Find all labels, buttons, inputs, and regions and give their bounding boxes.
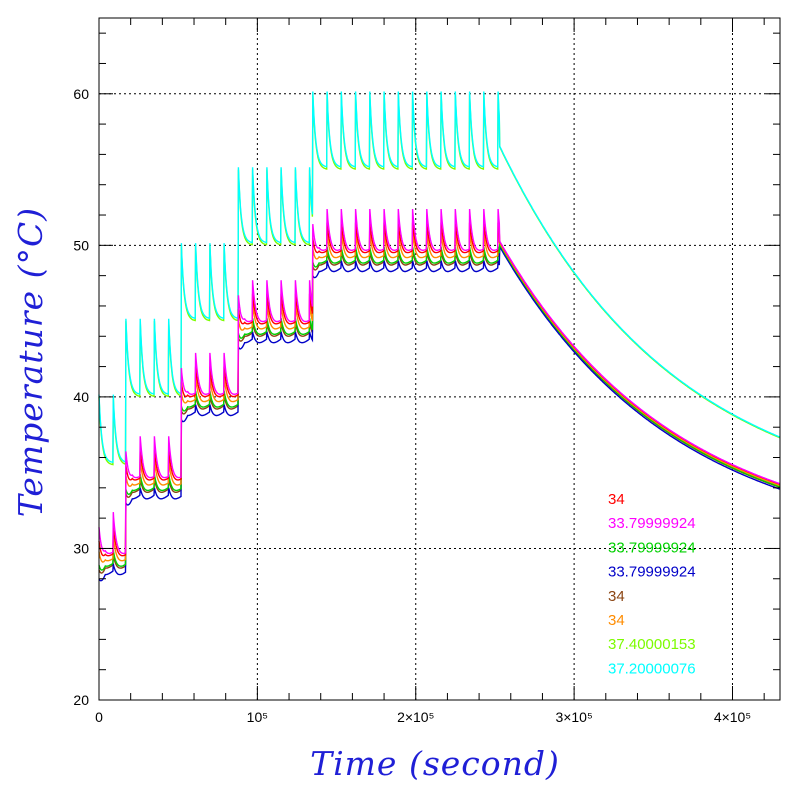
y-tick-label: 40 bbox=[73, 389, 89, 405]
legend-entry: 33.79999924 bbox=[608, 539, 696, 556]
series-line bbox=[98, 244, 781, 582]
series-line bbox=[98, 233, 781, 563]
y-tick-label: 20 bbox=[73, 692, 89, 708]
x-tick-label: 0 bbox=[95, 709, 103, 725]
legend-entry: 34 bbox=[608, 612, 625, 629]
tick-labels: 0 10⁵ 2×10⁵ 3×10⁵ 4×10⁵ 20 30 40 50 60 bbox=[73, 86, 751, 725]
plot-frame bbox=[98, 17, 781, 701]
y-tick-label: 30 bbox=[73, 540, 89, 556]
legend-entry: 33.79999924 bbox=[608, 564, 696, 581]
x-tick-label: 2×10⁵ bbox=[397, 709, 434, 725]
x-axis-title: Time (second) bbox=[310, 744, 560, 783]
legend-entry: 37.40000153 bbox=[608, 636, 696, 653]
y-axis-title: Temperature (°C) bbox=[11, 207, 50, 517]
x-tick-label: 3×10⁵ bbox=[555, 709, 592, 725]
y-tick-label: 50 bbox=[73, 237, 89, 253]
legend: 34 33.79999924 33.79999924 33.79999924 34 34 3… bbox=[608, 491, 696, 677]
series-line bbox=[98, 241, 781, 571]
legend-entry: 34 bbox=[608, 491, 625, 508]
x-tick-label: 4×10⁵ bbox=[714, 709, 751, 725]
grid-lines bbox=[99, 18, 780, 700]
legend-entry: 33.79999924 bbox=[608, 515, 696, 532]
axis-ticks bbox=[98, 18, 780, 701]
legend-entry: 37.20000076 bbox=[608, 660, 696, 677]
series-line bbox=[98, 208, 781, 555]
legend-entry: 34 bbox=[608, 588, 625, 605]
y-tick-label: 60 bbox=[73, 86, 89, 102]
series-lines bbox=[98, 91, 781, 582]
x-tick-label: 10⁵ bbox=[247, 709, 268, 725]
series-line bbox=[98, 91, 781, 464]
